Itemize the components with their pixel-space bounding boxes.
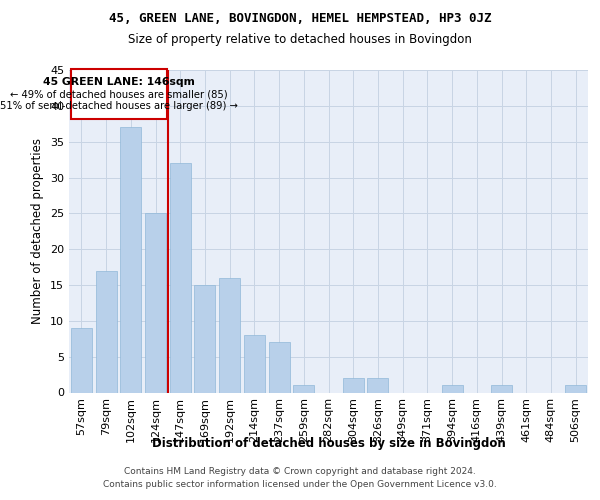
Text: 45, GREEN LANE, BOVINGDON, HEMEL HEMPSTEAD, HP3 0JZ: 45, GREEN LANE, BOVINGDON, HEMEL HEMPSTE…	[109, 12, 491, 26]
Bar	[219, 278, 240, 392]
Text: 45 GREEN LANE: 146sqm: 45 GREEN LANE: 146sqm	[43, 77, 195, 87]
Bar	[367, 378, 388, 392]
Text: Size of property relative to detached houses in Bovingdon: Size of property relative to detached ho…	[128, 32, 472, 46]
FancyBboxPatch shape	[71, 68, 167, 118]
Bar	[293, 386, 314, 392]
Bar	[95, 270, 116, 392]
Text: ← 49% of detached houses are smaller (85): ← 49% of detached houses are smaller (85…	[10, 90, 227, 100]
Text: 51% of semi-detached houses are larger (89) →: 51% of semi-detached houses are larger (…	[0, 101, 238, 111]
Bar	[343, 378, 364, 392]
Bar	[491, 386, 512, 392]
Bar	[244, 335, 265, 392]
Text: Distribution of detached houses by size in Bovingdon: Distribution of detached houses by size …	[152, 438, 506, 450]
Bar	[442, 386, 463, 392]
Bar	[565, 386, 586, 392]
Bar	[120, 128, 141, 392]
Bar	[71, 328, 92, 392]
Bar	[194, 285, 215, 393]
Bar	[269, 342, 290, 392]
Bar	[145, 214, 166, 392]
Y-axis label: Number of detached properties: Number of detached properties	[31, 138, 44, 324]
Text: Contains HM Land Registry data © Crown copyright and database right 2024.: Contains HM Land Registry data © Crown c…	[124, 467, 476, 476]
Bar	[170, 163, 191, 392]
Text: Contains public sector information licensed under the Open Government Licence v3: Contains public sector information licen…	[103, 480, 497, 489]
